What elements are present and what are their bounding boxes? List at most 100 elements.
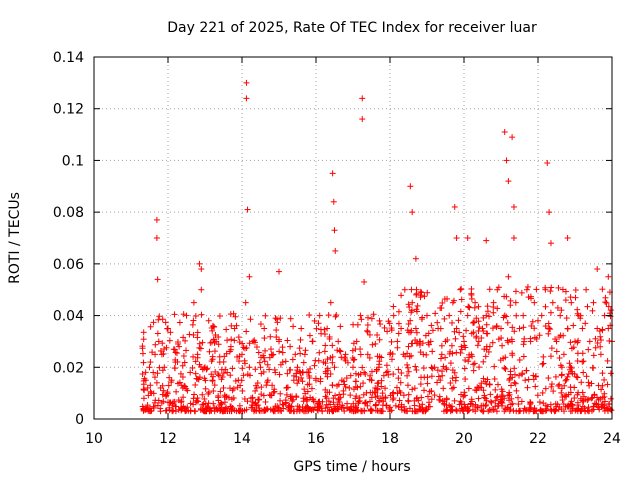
noise-point [321,348,328,355]
noise-point [372,401,379,408]
noise-point [586,382,593,389]
noise-point [570,322,577,329]
noise-point [494,393,501,400]
noise-point [559,286,566,293]
noise-point [278,408,285,415]
data-point [510,235,517,241]
noise-point [411,385,418,392]
noise-point [288,403,295,410]
noise-point [306,332,313,339]
noise-point [199,401,206,408]
noise-point [404,361,411,368]
noise-point [306,372,313,379]
noise-point [147,382,154,389]
noise-point [273,316,280,323]
data-point [538,312,545,319]
noise-point [518,289,525,296]
noise-point [171,311,178,318]
x-tick-label: 24 [603,431,621,447]
data-point [527,338,534,345]
data-point [202,364,208,371]
noise-point [521,335,528,342]
noise-point [293,370,300,377]
noise-point [344,404,351,411]
noise-point [381,324,388,331]
noise-point [434,319,441,326]
data-point [168,377,175,384]
noise-point [307,394,314,401]
noise-point [451,397,458,404]
noise-point [390,303,397,310]
noise-point [434,379,441,386]
noise-point [585,379,592,386]
noise-point [426,403,433,410]
noise-point [524,283,531,290]
noise-point [262,398,269,405]
noise-point [252,366,259,373]
noise-point [398,292,405,299]
data-point [509,134,516,141]
noise-point [199,406,206,413]
noise-point [239,387,246,394]
data-point [183,312,190,319]
noise-point [387,404,394,411]
noise-point [498,334,505,341]
noise-point [402,353,409,360]
data-point [316,312,323,319]
noise-point [607,313,614,320]
noise-point [190,401,197,408]
data-point [190,299,197,306]
data-point [335,338,342,345]
noise-point [418,289,425,296]
noise-point [329,359,336,366]
noise-point [329,342,336,349]
noise-point [460,407,467,414]
noise-point [470,319,477,326]
noise-point [236,339,243,346]
noise-point [240,372,247,379]
noise-point [364,328,371,335]
noise-point [152,341,159,348]
noise-point [437,355,444,362]
noise-point [597,337,604,344]
noise-point [171,398,178,405]
noise-point [421,387,428,394]
noise-point [194,398,201,405]
noise-point [197,345,204,352]
noise-point [597,343,604,350]
noise-point [157,408,164,415]
noise-point [293,393,300,400]
noise-point [575,337,582,344]
y-tick-label: 0.04 [53,309,84,325]
noise-point [525,376,532,383]
noise-point [156,313,163,320]
noise-point [206,348,213,355]
data-point [246,273,253,280]
noise-point [491,375,498,382]
noise-point [179,374,186,381]
noise-point [209,353,216,360]
noise-point [542,402,549,409]
noise-point [241,357,248,364]
noise-point [247,316,254,323]
noise-point [139,350,146,357]
noise-point [206,406,213,413]
noise-point [413,291,420,298]
noise-point [470,367,477,374]
noise-point [519,370,526,377]
noise-point [555,382,562,389]
noise-point [588,395,595,402]
noise-point [559,397,566,404]
data-point [457,286,464,293]
noise-point [209,327,216,334]
noise-point [504,319,511,326]
data-point [568,299,575,306]
noise-point [531,325,538,332]
data-point [152,351,159,358]
data-point [332,247,339,254]
data-point [505,178,512,185]
noise-point [563,315,570,322]
noise-point [580,369,587,376]
noise-point [342,383,349,390]
noise-point [282,400,289,407]
